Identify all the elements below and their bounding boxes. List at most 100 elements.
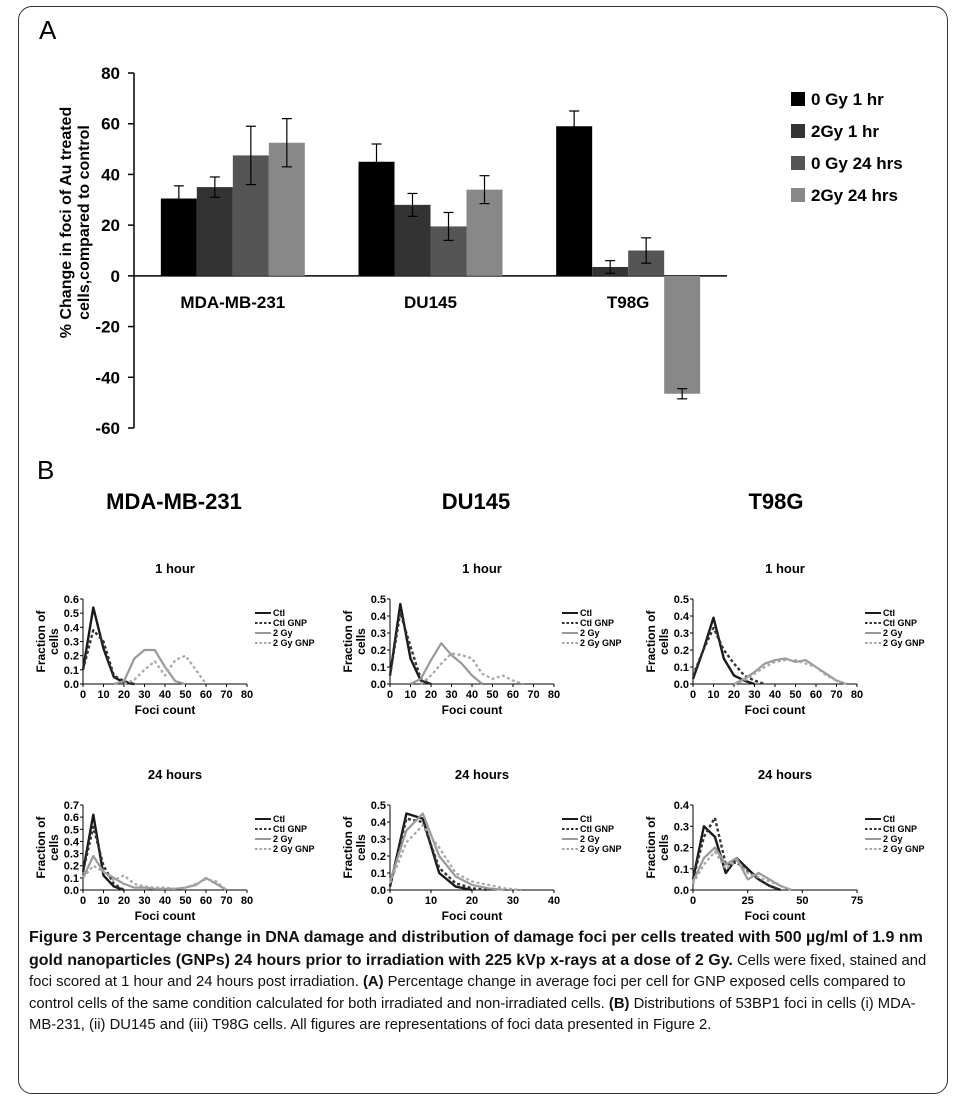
- x-tick-label: 30: [748, 689, 760, 701]
- legend-label: Ctl GNP: [273, 824, 307, 834]
- y-tick-label: 0.2: [64, 651, 79, 663]
- bar: [196, 187, 233, 276]
- y-tick-label: -60: [95, 419, 120, 438]
- y-tick-label: 0.1: [64, 665, 79, 677]
- y-tick-label: 0.4: [64, 622, 80, 634]
- y-tick-label: 0.5: [64, 608, 79, 620]
- legend-label: Ctl GNP: [580, 618, 614, 628]
- y-axis-label-line1: Fraction of: [34, 815, 48, 878]
- legend-swatch: [791, 156, 805, 170]
- y-tick-label: 0.2: [371, 851, 386, 863]
- x-tick-label: 50: [789, 689, 801, 701]
- y-tick-label: 40: [101, 165, 120, 184]
- bar: [556, 126, 593, 276]
- series-line: [388, 824, 522, 892]
- y-axis-label-line2: cells: [657, 628, 671, 655]
- panel-a-label: A: [39, 15, 57, 45]
- series-line: [388, 611, 432, 686]
- y-tick-label: 0.4: [371, 611, 387, 623]
- series-line: [81, 825, 125, 892]
- legend-label: 2 Gy GNP: [273, 844, 315, 854]
- x-tick-label: 40: [548, 895, 560, 907]
- subchart-title: 1 hour: [462, 561, 502, 576]
- panel-b-label: B: [37, 455, 55, 485]
- y-tick-label: 80: [101, 64, 120, 83]
- x-tick-label: 50: [179, 689, 191, 701]
- y-axis-label-line1: Fraction of: [34, 609, 48, 672]
- legend-label: Ctl: [580, 608, 592, 618]
- y-tick-label: 0.3: [674, 821, 689, 833]
- y-tick-label: 0.5: [674, 594, 689, 606]
- y-axis-label-line1: Fraction of: [341, 609, 355, 672]
- y-tick-label: 20: [101, 216, 120, 235]
- x-tick-label: 25: [742, 895, 754, 907]
- x-tick-label: 40: [159, 895, 171, 907]
- y-tick-label: 0.1: [674, 662, 689, 674]
- legend-label: Ctl GNP: [273, 618, 307, 628]
- x-tick-label: 0: [80, 895, 86, 907]
- subchart-title: 1 hour: [765, 561, 805, 576]
- legend-label: Ctl GNP: [580, 824, 614, 834]
- series-line: [81, 813, 125, 892]
- series-line: [691, 816, 781, 892]
- x-tick-label: 10: [707, 689, 719, 701]
- y-tick-label: 0.1: [371, 662, 386, 674]
- caption-sentence: Cells were fixed, stained and foci score…: [29, 952, 927, 991]
- legend-label: 2Gy 24 hrs: [811, 186, 898, 205]
- column-title-t98g: T98G: [748, 489, 804, 514]
- series-line: [388, 602, 432, 686]
- y-axis-label-line2: cells,compared to control: [76, 125, 93, 320]
- subchart-title: 24 hours: [758, 767, 812, 782]
- x-tick-label: 80: [851, 689, 863, 701]
- legend-label: Ctl: [273, 814, 285, 824]
- x-tick-label: 70: [527, 689, 539, 701]
- y-axis-label: Fraction of cells: [341, 815, 368, 878]
- y-tick-label: 0.0: [674, 885, 689, 897]
- y-tick-label: 0.0: [371, 885, 386, 897]
- x-tick-label: 20: [466, 895, 478, 907]
- x-tick-label: 75: [851, 895, 863, 907]
- x-tick-label: 0: [690, 689, 696, 701]
- x-tick-label: 30: [445, 689, 457, 701]
- series-line: [113, 648, 186, 686]
- legend-label: 2 Gy: [883, 628, 903, 638]
- x-tick-label: 60: [200, 895, 212, 907]
- series-line: [733, 659, 848, 686]
- y-tick-label: 0.3: [371, 628, 386, 640]
- x-tick-label: 30: [138, 895, 150, 907]
- legend-label: Ctl: [580, 814, 592, 824]
- y-tick-label: 0.3: [371, 834, 386, 846]
- x-axis-label: Foci count: [442, 703, 503, 717]
- y-axis-label-line1: % Change in foci of Au treated: [58, 107, 75, 338]
- x-category-label: T98G: [607, 293, 650, 312]
- y-axis-label: Fraction of cells: [644, 609, 671, 672]
- bar: [664, 275, 701, 394]
- x-tick-label: 20: [118, 689, 130, 701]
- y-tick-label: 0.4: [371, 817, 387, 829]
- x-tick-label: 10: [425, 895, 437, 907]
- x-tick-label: 80: [241, 689, 253, 701]
- series-line: [420, 652, 524, 686]
- y-axis-label: % Change in foci of Au treated cells,comp…: [58, 107, 93, 338]
- x-tick-label: 60: [507, 689, 519, 701]
- series-line: [691, 616, 755, 686]
- y-axis-label-line1: Fraction of: [341, 815, 355, 878]
- legend-label: 2 Gy GNP: [580, 638, 622, 648]
- series-line: [691, 626, 766, 686]
- y-axis-label-line2: cells: [354, 834, 368, 861]
- y-tick-label: 0.2: [674, 843, 689, 855]
- legend-label: 2 Gy GNP: [580, 844, 622, 854]
- caption-label-b: (B): [608, 995, 630, 1012]
- x-tick-label: 30: [507, 895, 519, 907]
- y-tick-label: 0.3: [64, 849, 79, 861]
- series-line: [733, 657, 848, 686]
- caption-title: Percentage change in DNA damage and dist…: [29, 929, 923, 969]
- y-axis-label-line2: cells: [47, 628, 61, 655]
- legend-label: Ctl: [273, 608, 285, 618]
- legend-label: Ctl: [883, 814, 895, 824]
- y-tick-label: 0.2: [64, 861, 79, 873]
- x-category-label: MDA-MB-231: [180, 293, 285, 312]
- x-category-label: DU145: [404, 293, 457, 312]
- line-chart-mda-1h: 1 hour 0.0 0.1 0.2 0.3 0.4 0.5 0.6 0 10 20 30 40 50 60…: [34, 561, 315, 717]
- legend-label: 0 Gy 1 hr: [811, 90, 884, 109]
